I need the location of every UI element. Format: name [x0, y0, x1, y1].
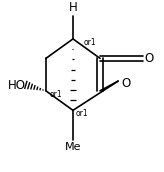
Text: Me: Me — [65, 142, 81, 152]
Text: H: H — [69, 1, 77, 14]
Text: O: O — [144, 52, 154, 65]
Text: O: O — [121, 77, 131, 90]
Text: or1: or1 — [84, 38, 96, 47]
Text: HO: HO — [7, 79, 25, 93]
Text: or1: or1 — [75, 109, 88, 118]
Text: or1: or1 — [49, 90, 62, 99]
